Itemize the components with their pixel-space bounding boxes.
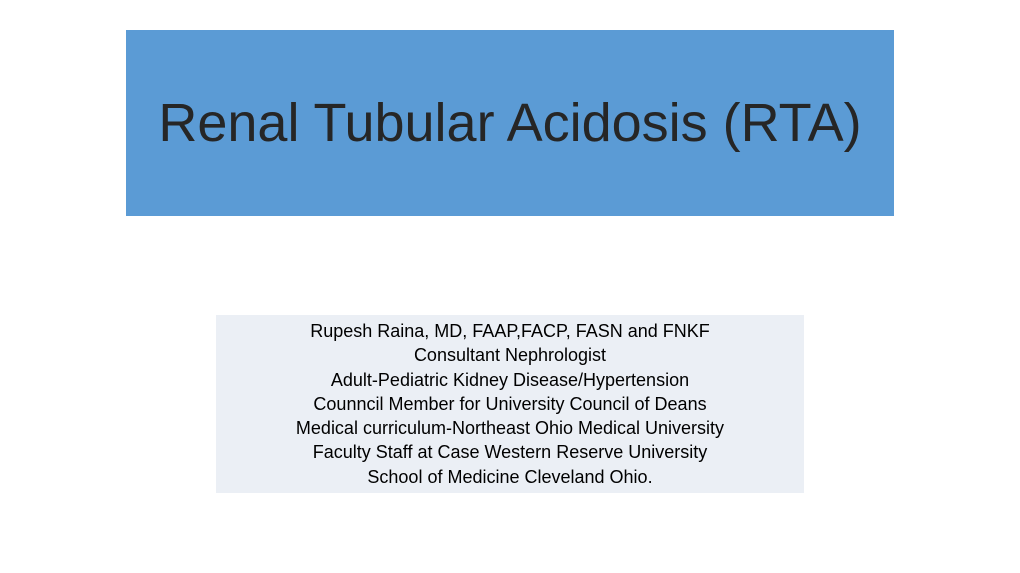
- author-line: Counncil Member for University Council o…: [313, 392, 706, 416]
- title-box: Renal Tubular Acidosis (RTA): [126, 30, 894, 216]
- author-line: School of Medicine Cleveland Ohio.: [367, 465, 652, 489]
- author-line: Adult-Pediatric Kidney Disease/Hypertens…: [331, 368, 689, 392]
- slide: Renal Tubular Acidosis (RTA) Rupesh Rain…: [0, 0, 1020, 573]
- author-line: Faculty Staff at Case Western Reserve Un…: [313, 440, 707, 464]
- author-line: Medical curriculum-Northeast Ohio Medica…: [296, 416, 724, 440]
- author-line: Consultant Nephrologist: [414, 343, 606, 367]
- author-line: Rupesh Raina, MD, FAAP,FACP, FASN and FN…: [310, 319, 710, 343]
- author-box: Rupesh Raina, MD, FAAP,FACP, FASN and FN…: [216, 315, 804, 493]
